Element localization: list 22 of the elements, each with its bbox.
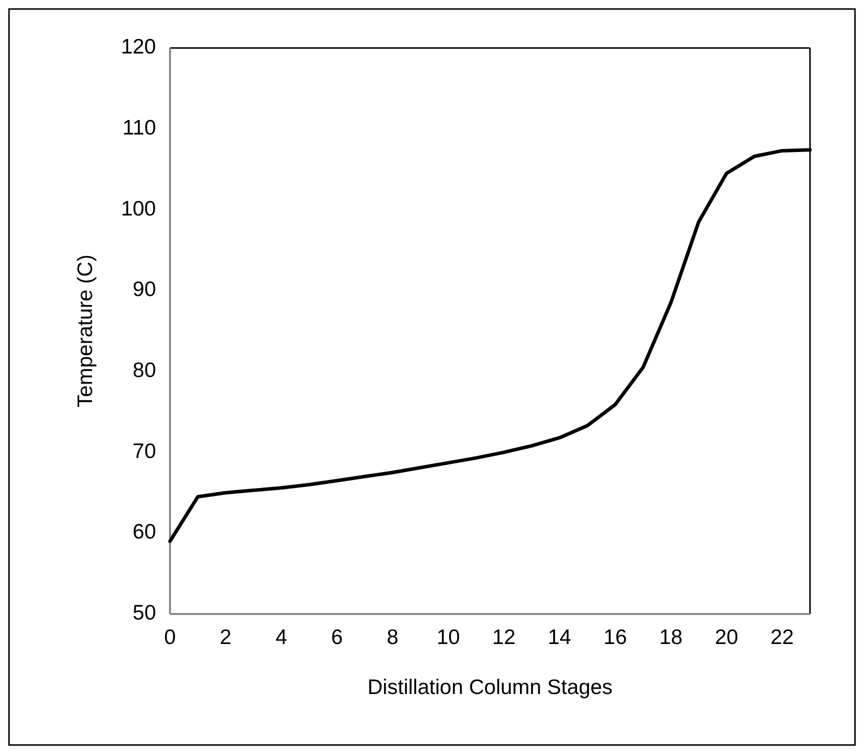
y-tick-label: 80: [132, 358, 156, 382]
y-axis-title: Temperature (C): [74, 254, 97, 408]
x-tick-label: 2: [220, 626, 232, 649]
y-tick-label: 110: [122, 116, 156, 140]
x-tick-label: 4: [275, 626, 288, 649]
x-axis-title: Distillation Column Stages: [367, 676, 613, 699]
y-tick-label: 90: [132, 278, 156, 302]
y-tick-label: 50: [132, 602, 156, 625]
y-tick-label: 100: [120, 197, 156, 220]
x-tick-label: 6: [331, 626, 343, 649]
x-tick-label: 0: [164, 626, 176, 649]
y-tick-label: 70: [132, 440, 156, 463]
x-tick-label: 12: [492, 626, 516, 649]
x-tick-label: 22: [770, 626, 794, 649]
x-tick-label: 18: [659, 626, 683, 649]
x-tick-label: 10: [436, 626, 460, 649]
y-tick-label: 120: [120, 36, 156, 59]
x-tick-label: 20: [714, 626, 738, 649]
x-tick-label: 8: [386, 626, 398, 649]
x-tick-label: 14: [548, 626, 572, 649]
y-tick-label: 60: [132, 520, 156, 544]
x-tick-label: 16: [604, 626, 627, 649]
